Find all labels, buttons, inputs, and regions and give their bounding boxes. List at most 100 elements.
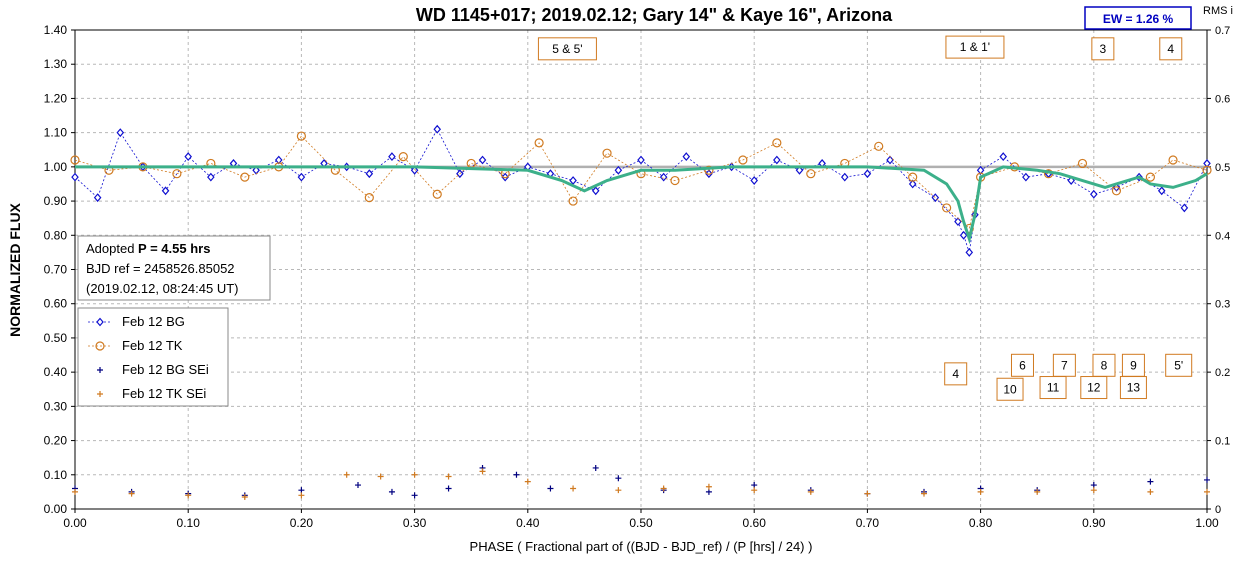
y-tick-label: 1.00 [44, 160, 68, 174]
annotation: 11 [1039, 376, 1067, 400]
series-4-point [1090, 487, 1097, 494]
legend-marker [97, 391, 103, 397]
series-1-point [116, 128, 125, 138]
y2-tick-label: 0.5 [1215, 162, 1230, 174]
y-tick-label: 0.80 [44, 228, 68, 242]
series-1-point [161, 186, 170, 196]
legend-item: Feb 12 TK SEi [97, 386, 206, 401]
annotation-label: 8 [1101, 358, 1108, 372]
series-1-point [1090, 189, 1098, 199]
annotation: 3 [1091, 37, 1115, 61]
x-tick-label: 1.00 [1195, 516, 1219, 530]
series-3-point [445, 485, 452, 492]
y-tick-label: 0.20 [44, 434, 68, 448]
x-axis-ticks: 0.00 0.10 0.20 0.30 0.40 0.50 0.60 0.70 0.80 0.90… [63, 509, 1219, 530]
annotation: 4 [944, 362, 968, 386]
series-1-point [795, 165, 804, 175]
series-4-point [705, 483, 712, 490]
series-1-point [750, 176, 758, 185]
series-3-point [298, 487, 305, 494]
y2-tick-label: 0.7 [1215, 25, 1230, 37]
series-2-point [70, 155, 80, 165]
series-1-point [637, 155, 645, 165]
series-1-point [184, 152, 192, 162]
y-axis-label: NORMALIZED FLUX [7, 202, 23, 336]
series-2-point [704, 165, 714, 175]
series-1-point [863, 169, 872, 179]
y-tick-label: 1.40 [44, 23, 68, 37]
annotation-label: 3 [1100, 42, 1107, 56]
series-3-point [592, 464, 599, 471]
annotation-frame [944, 362, 968, 386]
series-3-point [705, 488, 712, 495]
series-2-point [806, 169, 816, 179]
annotation: 1 & 1' [945, 35, 1005, 59]
grid [75, 30, 1207, 509]
series-4-point [615, 487, 622, 494]
series-2-point [670, 175, 680, 186]
series-2-point [772, 138, 782, 148]
model-curve [75, 165, 1208, 245]
series-1-point [433, 124, 442, 134]
legend: Feb 12 BG Feb 12 TK Feb 12 BG SEi Feb 12 TK… [77, 307, 229, 407]
x-tick-label: 0.90 [1082, 516, 1106, 530]
series-1-point [614, 165, 623, 175]
series-4-point [298, 492, 305, 499]
series-2-point [1077, 158, 1088, 169]
series-4-point [807, 488, 814, 495]
x-tick-label: 0.80 [969, 516, 993, 530]
series-1-point [93, 193, 102, 203]
x-tick-label: 0.20 [290, 516, 314, 530]
series-3-point [1090, 482, 1097, 489]
series-2-point [364, 193, 374, 203]
y-tick-label: 1.10 [44, 126, 68, 140]
series-1-point [274, 155, 283, 165]
y-tick-label: 0.30 [44, 399, 68, 413]
annotation: 9 [1121, 353, 1145, 377]
series-1-point [773, 155, 781, 165]
series-2-point [874, 141, 884, 151]
series-4-point [185, 492, 192, 499]
series-1-line [74, 128, 1208, 253]
series-2-point [1145, 172, 1156, 182]
annotation-frame [1010, 353, 1034, 377]
info-box: Adopted P = 4.55 hrs BJD ref = 2458526.8… [77, 235, 271, 301]
series-1-point [908, 179, 917, 189]
series-4-point [977, 488, 984, 495]
legend-item: Feb 12 TK [88, 338, 183, 353]
series-2-point [398, 151, 408, 162]
series-4-point [1147, 488, 1154, 495]
x-tick-label: 0.10 [177, 516, 201, 530]
series-1-point [478, 155, 487, 165]
series-1-point [954, 217, 962, 227]
series-4-point [128, 490, 135, 497]
annotation-frame [1039, 376, 1067, 400]
series-3-point [513, 471, 520, 478]
series-1-point [388, 152, 396, 162]
y-tick-label: 0.00 [44, 502, 68, 516]
y2-tick-label: 0.2 [1215, 367, 1230, 379]
series-1-point [976, 165, 985, 175]
series-2-point [568, 196, 578, 206]
legend-label: Feb 12 BG [122, 314, 185, 329]
series-3-point [388, 488, 395, 495]
annotation: 6 [1010, 353, 1034, 377]
series-2-point [432, 189, 442, 199]
y-tick-label: 0.60 [44, 297, 68, 311]
annotation-frame [1159, 37, 1183, 61]
series-1-point [365, 169, 374, 179]
annotation-label: 7 [1061, 358, 1068, 372]
annotation-frame [996, 377, 1024, 401]
x-tick-label: 0.30 [403, 516, 427, 530]
series-1-point [840, 172, 849, 182]
legend-marker [97, 367, 103, 373]
series-1-point [1157, 186, 1166, 196]
x-tick-label: 0.00 [63, 516, 87, 530]
series-4-point [343, 471, 350, 478]
series-2-point [908, 172, 918, 182]
series-3-point [1204, 476, 1210, 483]
annotation-frame [1091, 37, 1115, 61]
info-period-value: P = 4.55 hrs [138, 241, 210, 256]
legend-item: Feb 12 BG [88, 314, 185, 329]
